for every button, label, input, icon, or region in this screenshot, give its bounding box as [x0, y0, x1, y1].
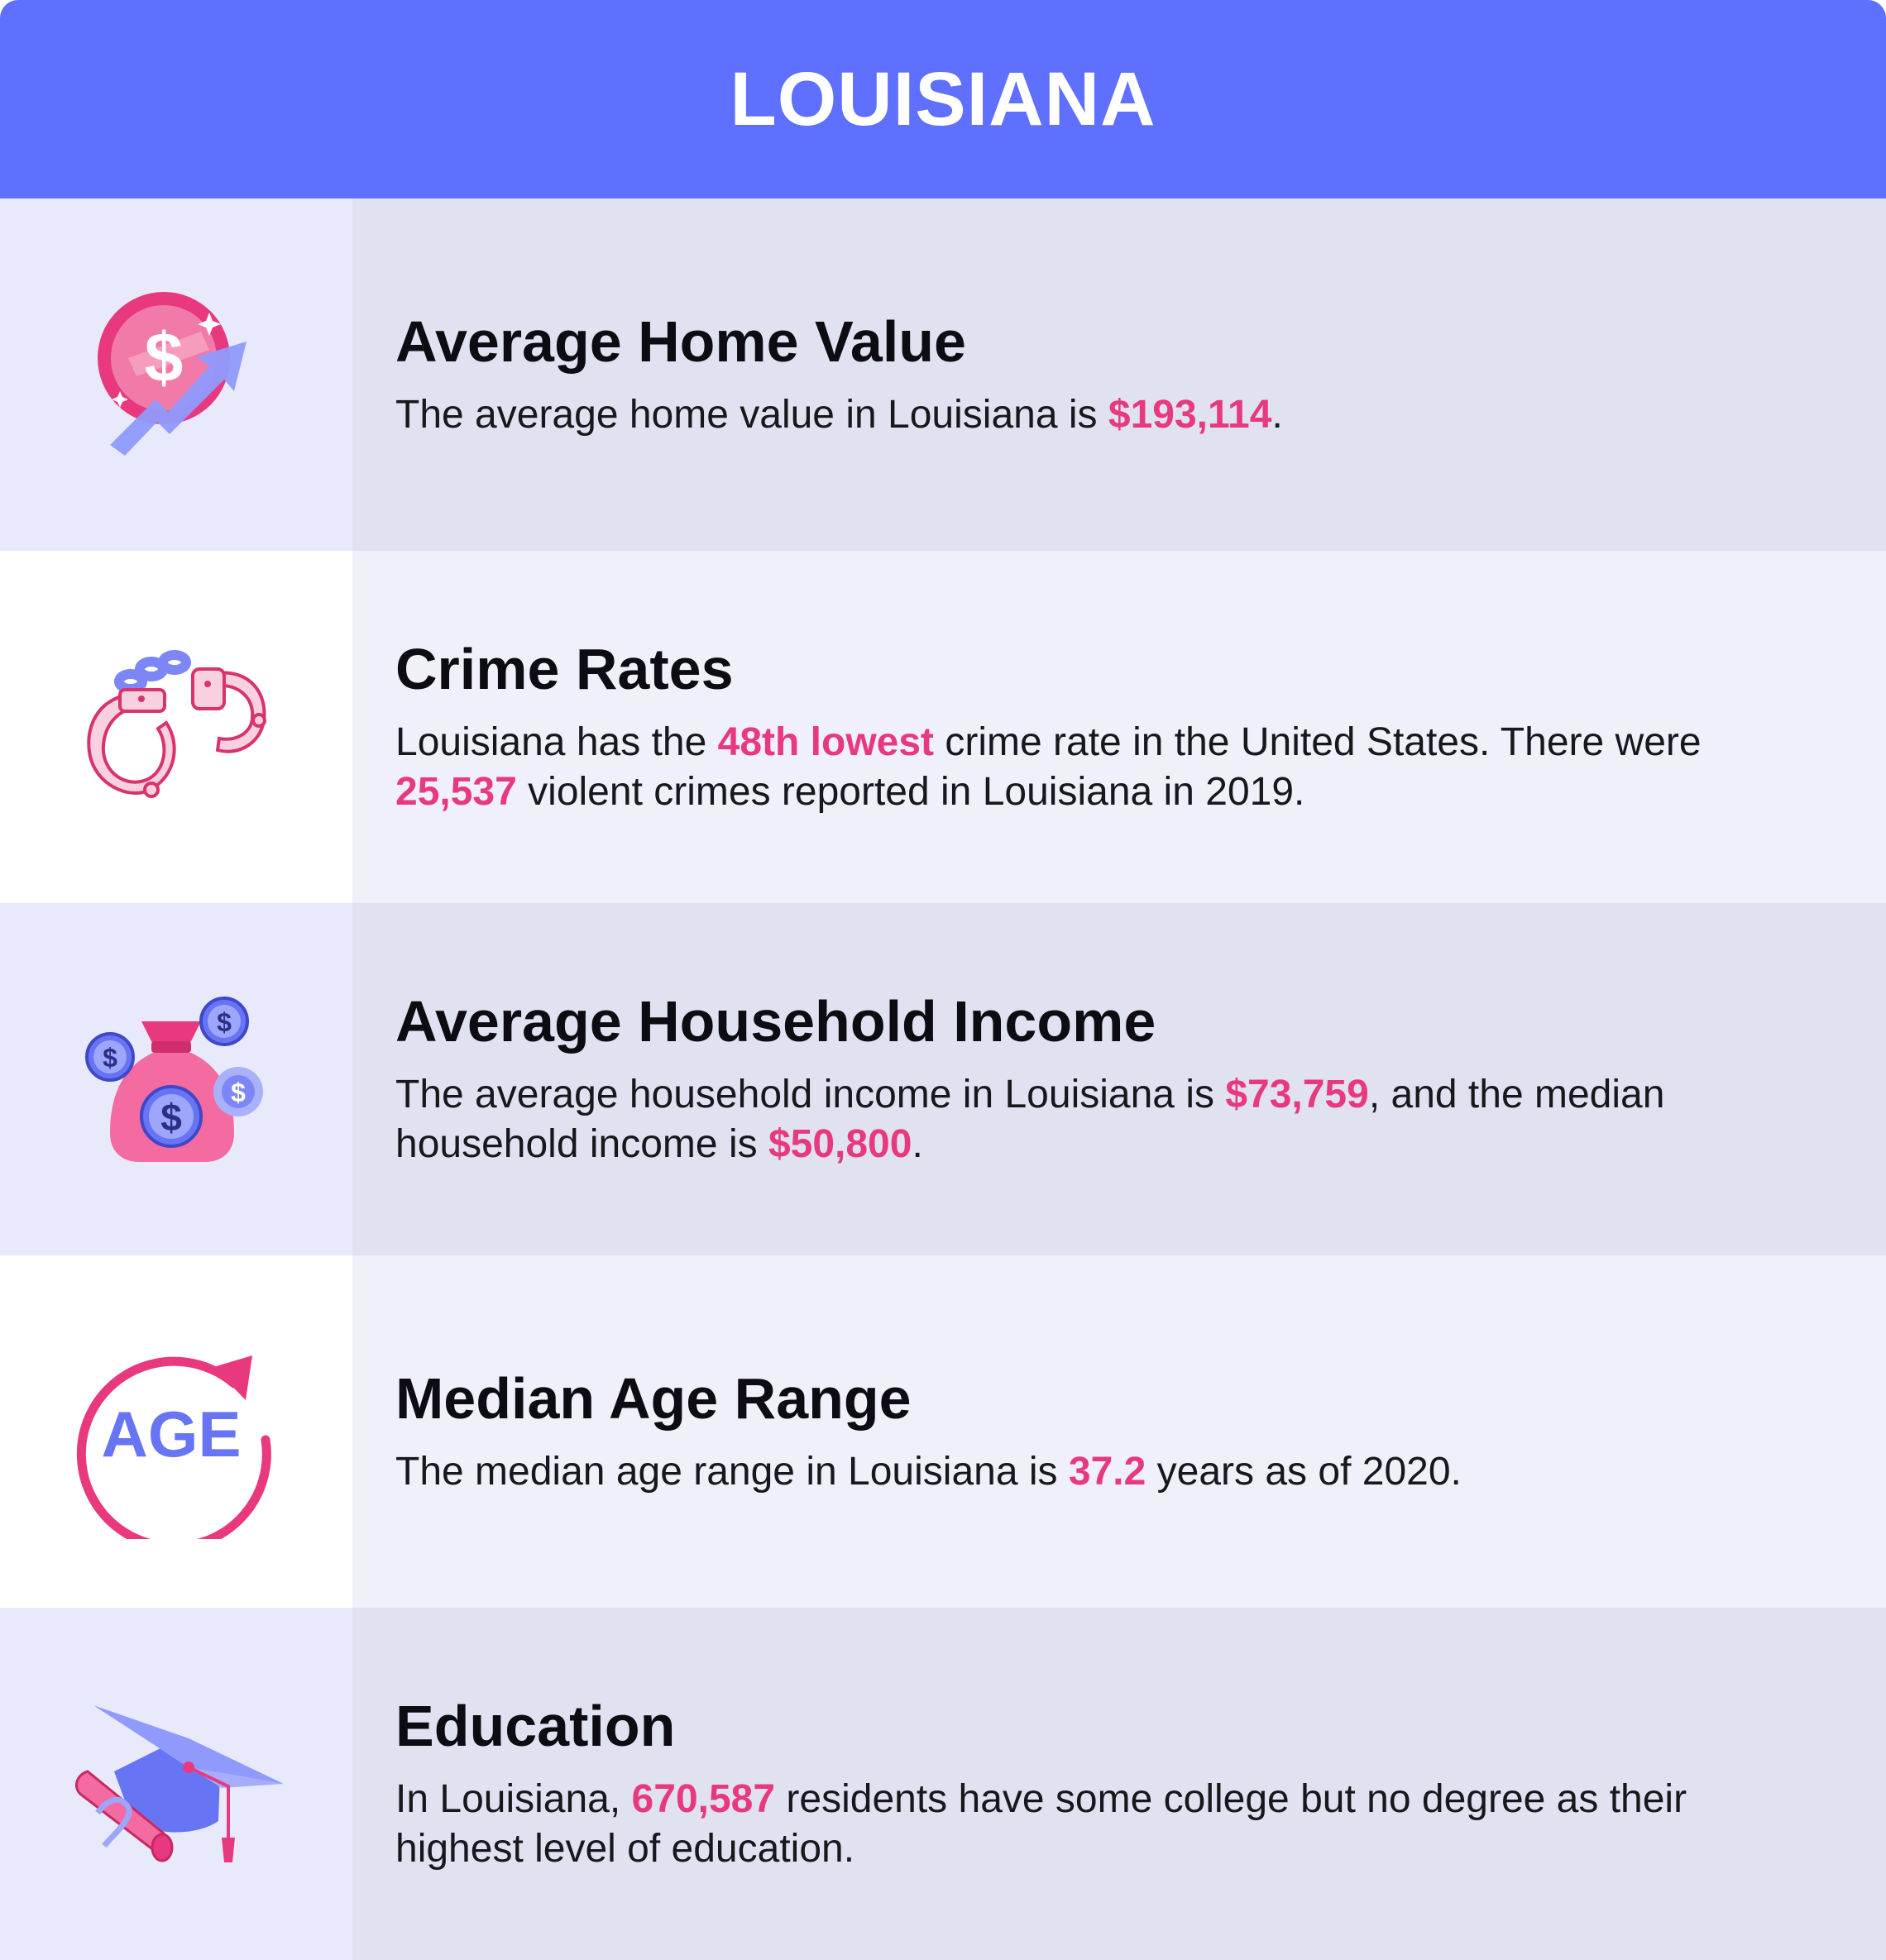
- text-segment: crime rate in the United States. There w…: [934, 719, 1702, 764]
- stat-row-crime-rates: Crime Rates Louisiana has the 48th lowes…: [0, 551, 1886, 903]
- text-segment: violent crimes reported in Louisiana in …: [516, 769, 1305, 814]
- text-segment: The average home value in Louisiana is: [395, 392, 1108, 437]
- highlight-value: 25,537: [395, 769, 517, 814]
- icon-cell: [0, 551, 352, 903]
- text-cell: Crime Rates Louisiana has the 48th lowes…: [352, 551, 1886, 903]
- svg-text:$: $: [231, 1078, 246, 1107]
- text-segment: Louisiana has the: [395, 719, 718, 764]
- age-cycle-icon: AGE: [76, 1355, 271, 1539]
- stat-row-home-value: $ Average Home Value The average home va…: [0, 198, 1886, 551]
- highlight-value: $193,114: [1108, 392, 1272, 437]
- stat-title: Crime Rates: [395, 636, 734, 701]
- svg-text:$: $: [103, 1043, 117, 1073]
- text-segment: The average household income in Louisian…: [395, 1072, 1226, 1116]
- icon-cell: $: [0, 198, 352, 551]
- text-cell: Average Household Income The average hou…: [352, 903, 1886, 1255]
- graduation-cap-icon: [74, 1705, 284, 1862]
- header-banner: LOUISIANA: [0, 0, 1886, 198]
- svg-text:$: $: [145, 318, 184, 396]
- icon-cell: $ $ $ $: [0, 903, 352, 1255]
- text-segment: years as of 2020.: [1146, 1449, 1462, 1494]
- stat-description: The average home value in Louisiana is $…: [395, 390, 1803, 440]
- text-cell: Median Age Range The median age range in…: [352, 1255, 1886, 1608]
- text-segment: , and the median household income is: [395, 1072, 1665, 1166]
- stat-description: The average household income in Louisian…: [395, 1070, 1803, 1169]
- highlight-value: 670,587: [631, 1776, 776, 1821]
- text-segment: In Louisiana,: [395, 1776, 632, 1821]
- age-icon-label: AGE: [101, 1398, 241, 1470]
- stat-title: Average Household Income: [395, 988, 1156, 1054]
- highlight-value: $50,800: [768, 1121, 912, 1166]
- stat-row-education: Education In Louisiana, 670,587 resident…: [0, 1608, 1886, 1960]
- money-bag-icon: $ $ $ $: [85, 997, 263, 1162]
- text-cell: Education In Louisiana, 670,587 resident…: [352, 1608, 1886, 1960]
- stat-row-median-age: AGE Median Age Range The median age rang…: [0, 1255, 1886, 1608]
- stat-title: Median Age Range: [395, 1365, 912, 1431]
- stat-title: Education: [395, 1693, 676, 1758]
- highlight-value: 48th lowest: [717, 719, 935, 764]
- icon-cell: [0, 1608, 352, 1960]
- svg-text:$: $: [217, 1007, 232, 1037]
- stat-title: Average Home Value: [395, 308, 966, 374]
- svg-text:$: $: [160, 1096, 182, 1139]
- money-growth-icon: $: [98, 292, 247, 456]
- stat-description: In Louisiana, 670,587 residents have som…: [395, 1775, 1803, 1874]
- stat-description: The median age range in Louisiana is 37.…: [395, 1447, 1803, 1497]
- text-segment: residents have some college but no degre…: [395, 1776, 1687, 1871]
- highlight-value: $73,759: [1225, 1072, 1369, 1116]
- handcuffs-icon: [87, 650, 266, 798]
- page-title: LOUISIANA: [730, 56, 1156, 141]
- text-segment: .: [912, 1121, 923, 1166]
- text-segment: .: [1271, 392, 1283, 437]
- icon-cell: AGE: [0, 1255, 352, 1608]
- stat-description: Louisiana has the 48th lowest crime rate…: [395, 718, 1803, 817]
- highlight-value: 37.2: [1068, 1449, 1146, 1494]
- text-cell: Average Home Value The average home valu…: [352, 198, 1886, 551]
- text-segment: The median age range in Louisiana is: [395, 1449, 1069, 1494]
- stat-row-household-income: $ $ $ $ Average Household Income The ave…: [0, 903, 1886, 1255]
